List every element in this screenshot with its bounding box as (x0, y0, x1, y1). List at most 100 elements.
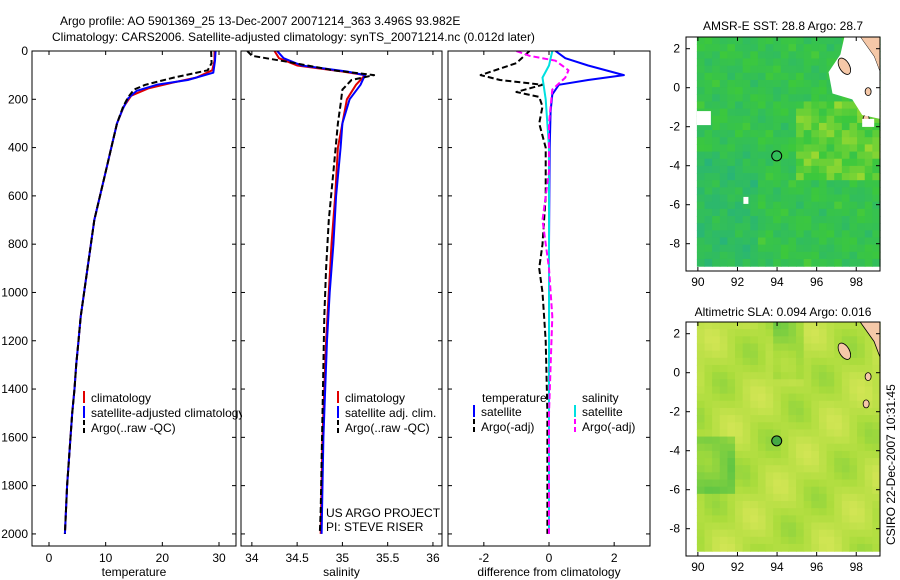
map-cell (864, 379, 873, 388)
map-cell (811, 44, 820, 52)
x-tick-label-temperature: 20 (156, 551, 170, 565)
map-cell (727, 208, 736, 217)
map-cell (742, 329, 751, 337)
map-cell (788, 101, 797, 110)
map-cell (864, 536, 873, 545)
map-cell (719, 151, 729, 160)
map-cell (834, 237, 843, 246)
map-cell (834, 44, 843, 52)
map-cell (750, 51, 759, 60)
map-cell (704, 173, 713, 181)
map-cell (696, 536, 706, 545)
map-cell (857, 130, 866, 138)
map-cell (773, 536, 782, 545)
map-cell (742, 536, 751, 545)
map-cell (841, 329, 851, 337)
map-cell (841, 251, 851, 260)
map-cell (849, 458, 858, 466)
map-cell (704, 450, 713, 459)
map-y-tick-label-sst_map: -2 (669, 120, 680, 134)
map-cell (803, 87, 812, 95)
map-cell (773, 343, 782, 352)
map-cell (803, 244, 812, 253)
map-cell (727, 400, 736, 409)
map-cell (757, 115, 767, 124)
map-cell (757, 223, 767, 231)
map-cell (712, 201, 721, 210)
map-cell (712, 223, 721, 231)
map-cell (841, 173, 851, 181)
map-cell (780, 216, 790, 224)
map-cell (788, 422, 797, 430)
map-cell (803, 415, 812, 423)
map-cell (826, 101, 835, 110)
map-cell (803, 94, 812, 103)
map-cell (735, 115, 744, 124)
map-cell (704, 472, 713, 481)
map-cell (857, 486, 866, 495)
map-cell (796, 180, 805, 188)
y-tick-label: 1600 (1, 430, 28, 444)
map-cell (864, 415, 873, 423)
map-cell (841, 515, 851, 524)
map-cell (849, 223, 858, 231)
map-cell (757, 479, 767, 488)
map-cell (796, 216, 805, 224)
map-cell (704, 144, 713, 153)
map-cell (796, 536, 805, 545)
map-cell (750, 450, 759, 459)
map-cell (849, 407, 858, 416)
map-cell (727, 336, 736, 345)
map-cell (757, 429, 767, 438)
map-cell (727, 393, 736, 402)
map-cell (864, 343, 873, 352)
map-cell (857, 536, 866, 545)
map-cell (818, 194, 828, 203)
map-cell (727, 165, 736, 174)
map-cell (826, 194, 835, 203)
map-cell (872, 357, 881, 366)
map-cell (849, 400, 858, 409)
map-cell (857, 465, 866, 473)
map-cell (857, 543, 866, 552)
map-cell (811, 479, 820, 488)
map-cell (712, 364, 721, 373)
map-cell (757, 79, 767, 88)
map-cell (788, 130, 797, 138)
map-cell (841, 400, 851, 409)
map-cell (704, 350, 713, 359)
map-cell (834, 465, 843, 473)
map-cell (735, 144, 744, 153)
map-cell (765, 472, 774, 481)
map-cell (803, 72, 812, 81)
map-cell (727, 72, 736, 81)
map-cell (719, 372, 729, 380)
map-cell (742, 44, 751, 52)
map-cell (788, 51, 797, 60)
map-cell (712, 429, 721, 438)
map-cell (818, 336, 828, 345)
map-cell (788, 187, 797, 196)
map-cell (750, 87, 759, 95)
map-cell (750, 479, 759, 488)
map-cell (765, 251, 774, 260)
map-cell (826, 465, 835, 473)
map-cell (750, 187, 759, 196)
map-cell (765, 465, 774, 473)
map-cell (742, 379, 751, 388)
map-cell (811, 87, 820, 95)
map-cell (727, 407, 736, 416)
map-cell (765, 58, 774, 67)
map-cell (712, 529, 721, 538)
map-cell (834, 115, 843, 124)
map-cell (788, 44, 797, 52)
map-cell (803, 343, 812, 352)
map-cell (742, 187, 751, 196)
map-cell (719, 251, 729, 260)
map-cell (773, 194, 782, 203)
map-cell (712, 251, 721, 260)
map-cell (872, 400, 881, 409)
map-cell (757, 522, 767, 531)
map-grid-sla_map (696, 322, 881, 552)
map-cell (803, 364, 812, 373)
